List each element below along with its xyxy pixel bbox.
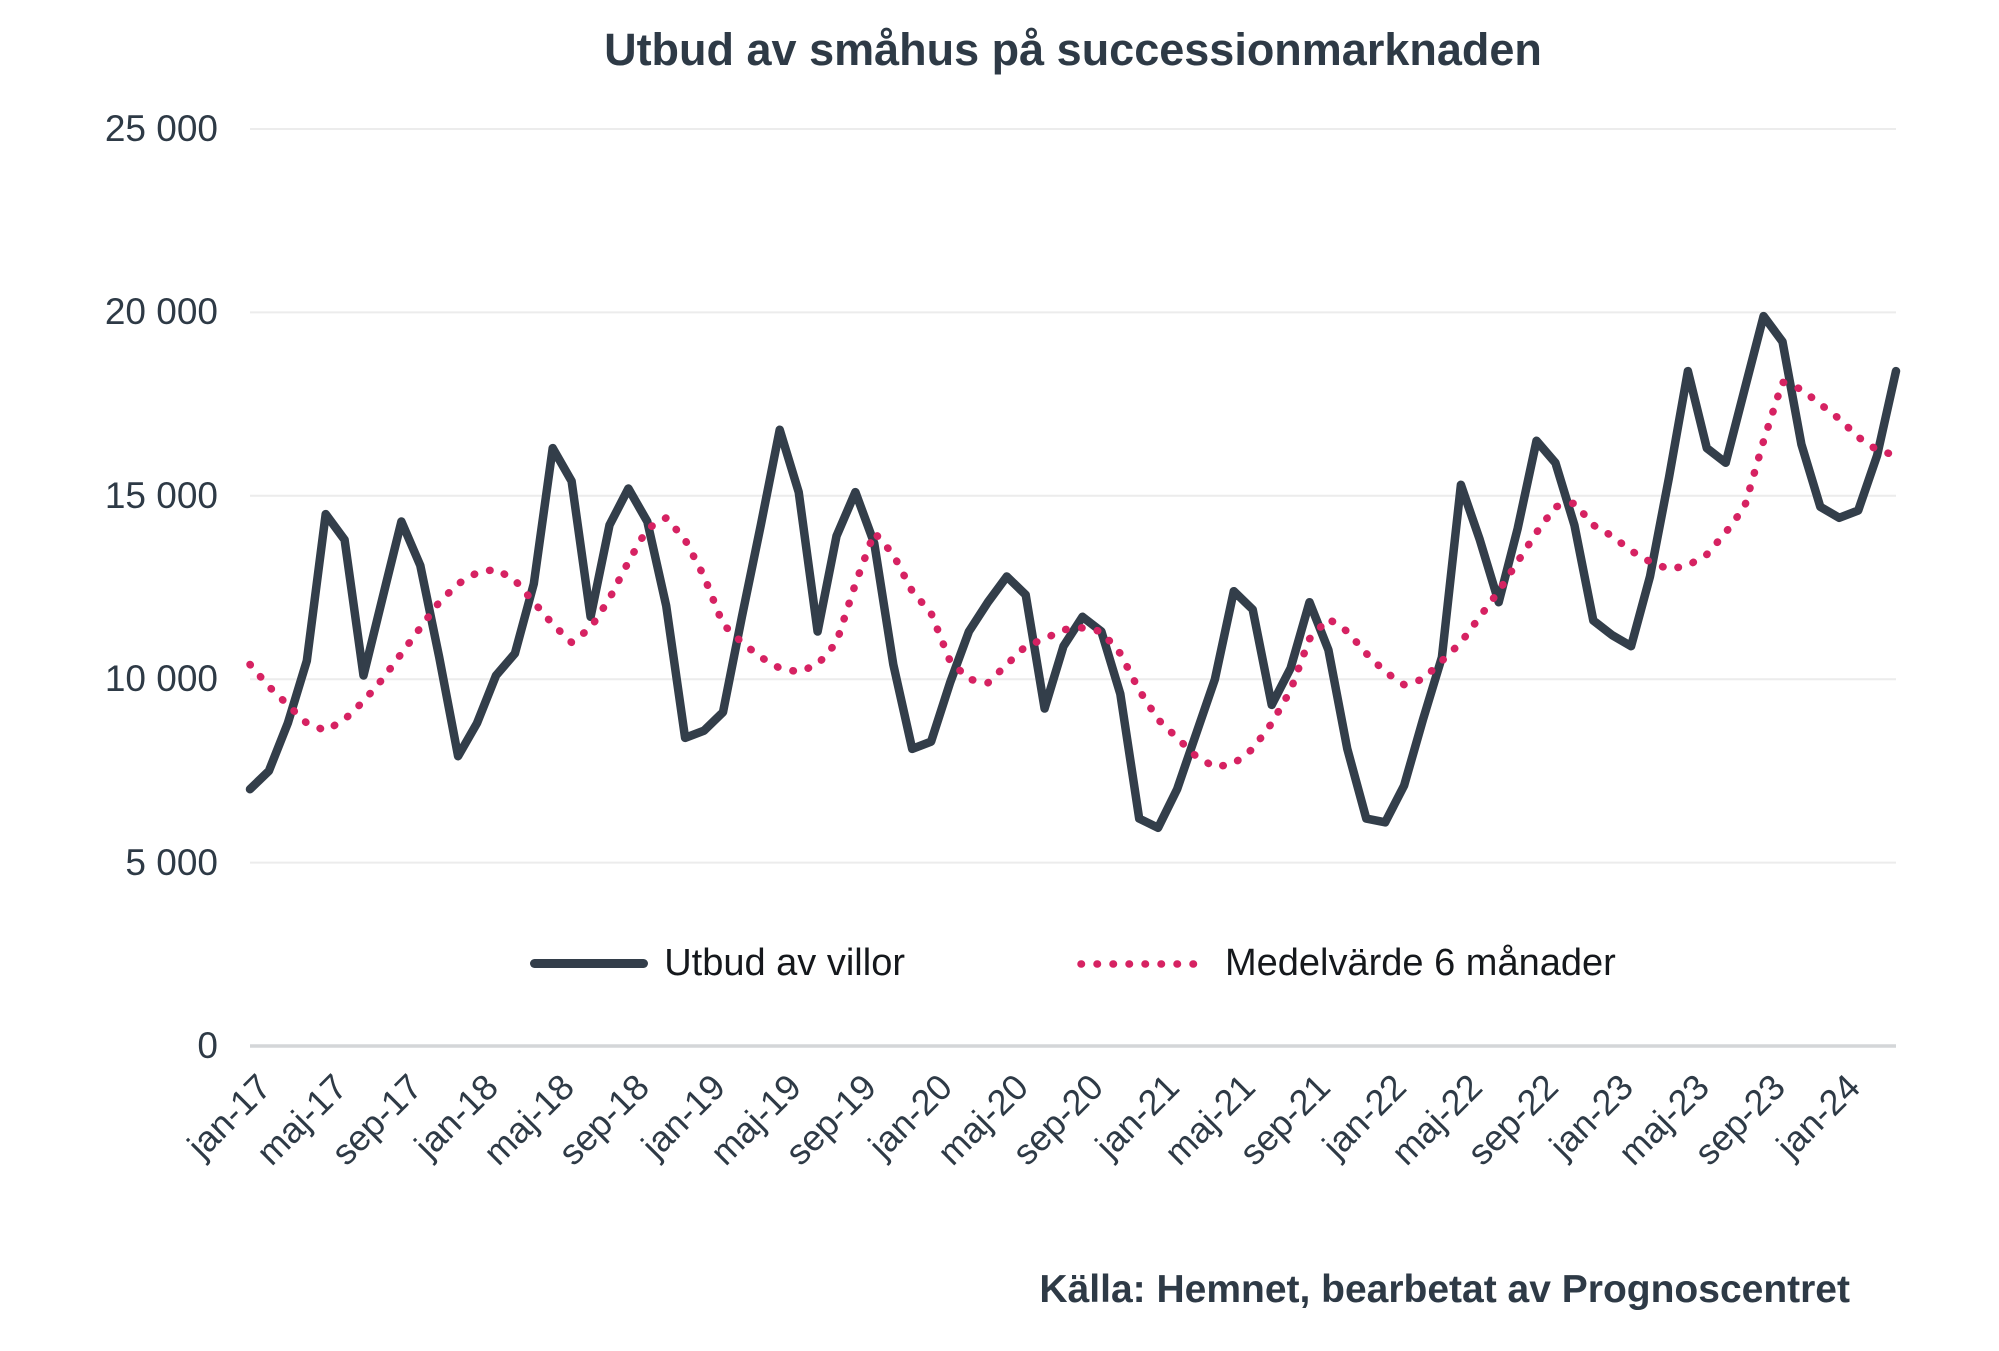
villor-line	[245, 311, 1901, 833]
solid-line-swatch-icon	[530, 959, 649, 968]
y-tick-label: 20 000	[104, 291, 218, 333]
y-tick-label: 0	[197, 1025, 218, 1066]
dotted-line-swatch-icon	[1077, 959, 1207, 968]
y-tick-label: 5 000	[125, 841, 218, 883]
chart-title: Utbud av småhus på successionmarknaden	[604, 24, 1542, 75]
y-tick-label: 15 000	[104, 474, 218, 516]
legend-label-villor: Utbud av villor	[664, 942, 905, 984]
legend-item-medelvarde: Medelvärde 6 månader	[1075, 942, 1616, 985]
legend: Utbud av villor Medelvärde 6 månader	[250, 942, 1896, 985]
medelvarde-line	[246, 378, 1900, 771]
y-tick-label: 25 000	[104, 108, 218, 149]
source-note: Källa: Hemnet, bearbetat av Prognoscentr…	[1039, 1268, 1850, 1311]
legend-item-villor: Utbud av villor	[530, 942, 905, 985]
legend-label-medelvarde: Medelvärde 6 månader	[1224, 942, 1616, 984]
y-tick-label: 10 000	[104, 658, 218, 700]
